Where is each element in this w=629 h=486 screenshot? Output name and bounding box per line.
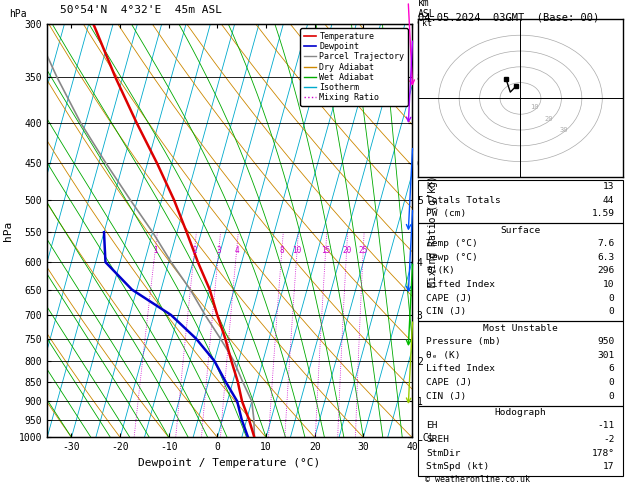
Text: Temp (°C): Temp (°C) [426, 239, 478, 248]
Bar [418, 224, 623, 321]
Text: 10: 10 [530, 104, 539, 110]
Text: 0: 0 [609, 307, 615, 316]
Text: K: K [426, 182, 432, 191]
Text: CIN (J): CIN (J) [426, 392, 467, 400]
Text: 50°54'N  4°32'E  45m ASL: 50°54'N 4°32'E 45m ASL [60, 4, 222, 15]
Text: -2: -2 [603, 435, 615, 444]
Text: 20: 20 [545, 116, 554, 122]
Text: Most Unstable: Most Unstable [483, 324, 558, 332]
Text: -11: -11 [598, 421, 615, 431]
Text: 7.6: 7.6 [598, 239, 615, 248]
Text: 6: 6 [609, 364, 615, 373]
Y-axis label: hPa: hPa [3, 221, 13, 241]
Text: 301: 301 [598, 351, 615, 360]
Text: 10: 10 [603, 280, 615, 289]
Text: Hodograph: Hodograph [494, 408, 547, 417]
Text: 20: 20 [342, 246, 351, 255]
Text: 2: 2 [192, 246, 197, 255]
Text: θₑ(K): θₑ(K) [426, 266, 455, 276]
Text: 178°: 178° [591, 449, 615, 458]
Text: CIN (J): CIN (J) [426, 307, 467, 316]
Text: 10: 10 [292, 246, 302, 255]
Text: 15: 15 [321, 246, 330, 255]
Text: km
ASL: km ASL [418, 0, 436, 19]
Bar [418, 180, 623, 224]
Text: CAPE (J): CAPE (J) [426, 378, 472, 387]
Text: 1.59: 1.59 [591, 209, 615, 218]
Text: 0: 0 [609, 392, 615, 400]
Text: 3: 3 [216, 246, 221, 255]
Text: kt: kt [423, 19, 432, 28]
Text: 6.3: 6.3 [598, 253, 615, 262]
Text: hPa: hPa [9, 9, 27, 19]
Text: 0: 0 [609, 378, 615, 387]
Text: θₑ (K): θₑ (K) [426, 351, 461, 360]
Text: Surface: Surface [501, 226, 540, 235]
Text: Dewp (°C): Dewp (°C) [426, 253, 478, 262]
Text: © weatheronline.co.uk: © weatheronline.co.uk [425, 474, 530, 484]
Text: EH: EH [426, 421, 438, 431]
Bar [418, 405, 623, 476]
Text: Totals Totals: Totals Totals [426, 196, 501, 205]
Text: 950: 950 [598, 337, 615, 346]
Text: Pressure (mb): Pressure (mb) [426, 337, 501, 346]
Legend: Temperature, Dewpoint, Parcel Trajectory, Dry Adiabat, Wet Adiabat, Isotherm, Mi: Temperature, Dewpoint, Parcel Trajectory… [300, 29, 408, 105]
Text: 1: 1 [153, 246, 157, 255]
Text: Lifted Index: Lifted Index [426, 280, 496, 289]
Text: 30: 30 [559, 126, 568, 133]
Text: 8: 8 [279, 246, 284, 255]
Text: StmDir: StmDir [426, 449, 461, 458]
Text: 4: 4 [234, 246, 239, 255]
Text: Lifted Index: Lifted Index [426, 364, 496, 373]
Text: 17: 17 [603, 462, 615, 471]
Text: CAPE (J): CAPE (J) [426, 294, 472, 303]
Text: StmSpd (kt): StmSpd (kt) [426, 462, 490, 471]
X-axis label: Dewpoint / Temperature (°C): Dewpoint / Temperature (°C) [138, 458, 321, 468]
Text: 296: 296 [598, 266, 615, 276]
Text: Mixing Ratio (g/kg): Mixing Ratio (g/kg) [428, 175, 438, 287]
Text: 04.05.2024  03GMT  (Base: 00): 04.05.2024 03GMT (Base: 00) [418, 12, 599, 22]
Bar [418, 321, 623, 405]
Text: 0: 0 [609, 294, 615, 303]
Text: SREH: SREH [426, 435, 450, 444]
Text: 13: 13 [603, 182, 615, 191]
Text: 25: 25 [359, 246, 368, 255]
Text: PW (cm): PW (cm) [426, 209, 467, 218]
Text: 44: 44 [603, 196, 615, 205]
